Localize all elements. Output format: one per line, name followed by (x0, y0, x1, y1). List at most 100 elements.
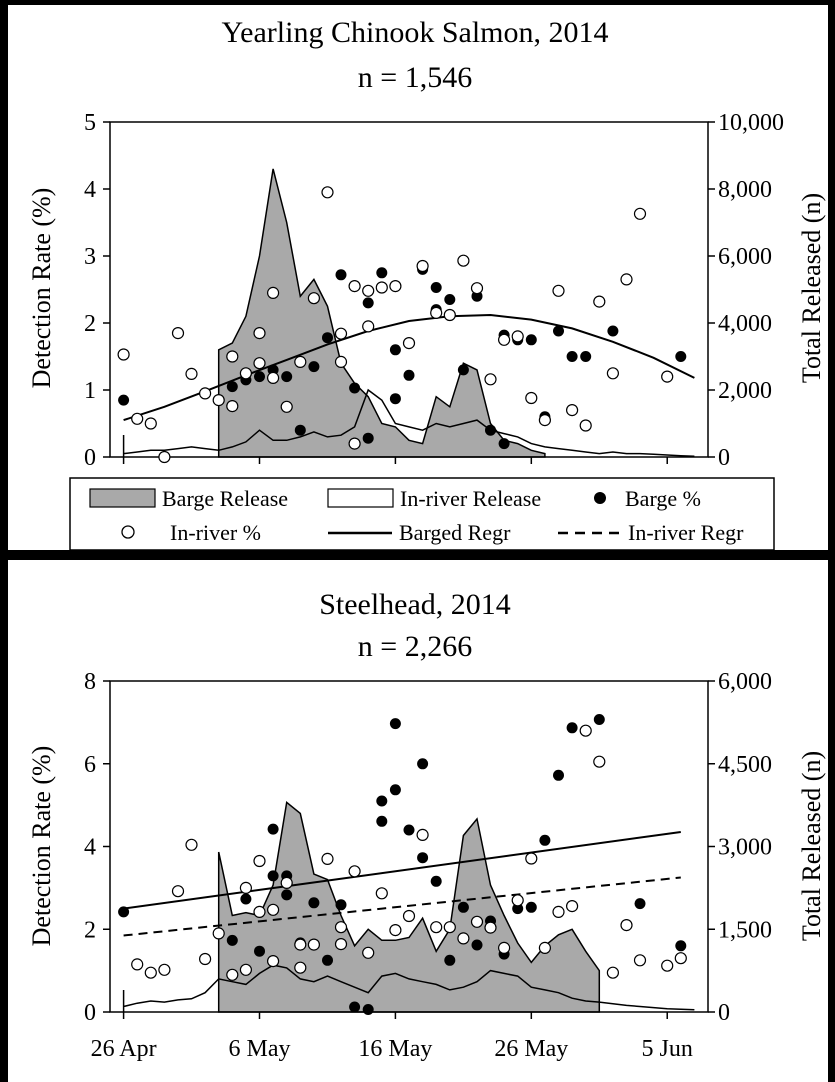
legend-label-inriver-pct: In-river % (170, 520, 261, 545)
point-in-river- (430, 921, 443, 934)
point-in-river- (511, 894, 524, 907)
point-in-river- (484, 921, 497, 934)
line-in-river-release (122, 388, 695, 458)
point-in-river- (267, 371, 280, 384)
point-in-river- (470, 282, 484, 295)
point-barge- (322, 332, 333, 344)
y2-tick-label: 6,000 (718, 244, 772, 270)
point-in-river- (144, 966, 157, 979)
point-barge- (471, 939, 483, 951)
point-barge- (457, 901, 469, 913)
point-in-river- (307, 292, 320, 305)
point-in-river- (226, 350, 239, 363)
point-in-river- (416, 828, 429, 842)
point-barge- (362, 297, 374, 309)
point-in-river- (131, 958, 144, 971)
point-barge- (308, 897, 320, 909)
point-in-river- (171, 327, 185, 340)
point-in-river- (633, 207, 647, 220)
point-in-river- (294, 355, 307, 368)
chart-chinook: Yearling Chinook Salmon, 2014 n = 1,546 … (27, 16, 826, 471)
y-tick-label: 5 (84, 110, 96, 136)
point-in-river- (389, 923, 402, 937)
point-in-river- (185, 838, 198, 851)
point-barge- (281, 889, 293, 901)
point-barge- (553, 325, 564, 337)
legend-swatch-inriver-release (327, 488, 394, 508)
point-barge- (294, 424, 306, 436)
y-tick-label: 4 (84, 835, 96, 861)
point-in-river- (267, 903, 280, 916)
point-in-river- (280, 400, 293, 413)
point-in-river- (253, 905, 266, 919)
point-barge- (566, 351, 578, 362)
point-in-river- (158, 450, 171, 464)
point-barge- (498, 438, 510, 450)
chart-subtitle: n = 2,266 (358, 630, 472, 663)
chart-title: Yearling Chinook Salmon, 2014 (222, 16, 609, 49)
point-in-river- (294, 938, 307, 951)
chart-steelhead: Steelhead, 2014 n = 2,266 Detection Rate… (27, 588, 826, 1062)
point-in-river- (171, 885, 185, 898)
point-in-river- (633, 954, 647, 967)
point-in-river- (620, 273, 633, 286)
point-in-river- (443, 308, 456, 322)
legend: Barge Release In-river Release Barge % I… (69, 477, 775, 551)
y2-tick-label: 8,000 (718, 177, 772, 203)
point-barge- (512, 903, 524, 915)
point-barge- (389, 784, 401, 796)
point-barge- (308, 361, 320, 373)
legend-label-barge-pct: Barge % (625, 486, 701, 511)
y2-tick-label: 4,000 (718, 311, 772, 337)
point-in-river- (117, 348, 130, 361)
point-in-river- (334, 921, 348, 934)
area-barge-release (217, 168, 546, 458)
point-in-river- (620, 918, 633, 932)
legend-label-barged-regr: Barged Regr (399, 520, 511, 545)
point-barge- (240, 893, 252, 905)
point-in-river- (565, 899, 579, 913)
y-tick-label: 2 (84, 311, 96, 337)
point-in-river- (212, 394, 225, 407)
point-in-river- (226, 968, 239, 981)
y2-axis-label: Total Released (n) (797, 751, 826, 941)
point-barge- (430, 875, 442, 887)
y-tick-label: 1 (84, 378, 96, 404)
point-in-river- (226, 400, 239, 413)
point-barge- (539, 834, 551, 846)
point-barge- (417, 852, 429, 864)
point-barge- (362, 1004, 374, 1015)
point-barge- (254, 945, 265, 957)
point-in-river- (267, 286, 280, 299)
point-barge- (362, 432, 374, 444)
point-barge- (267, 870, 279, 882)
y2-tick-label: 2,000 (718, 378, 772, 404)
y-tick-label: 6 (84, 752, 96, 778)
point-in-river- (457, 254, 470, 267)
point-barge- (376, 267, 388, 279)
point-in-river- (525, 391, 538, 405)
point-barge- (389, 393, 401, 405)
legend-label-barge-release: Barge Release (162, 486, 288, 511)
point-in-river- (307, 938, 320, 951)
point-barge- (267, 823, 279, 835)
point-barge- (417, 758, 429, 770)
point-in-river- (321, 852, 334, 866)
y2-tick-label: 3,000 (718, 835, 772, 861)
point-in-river- (294, 961, 307, 974)
point-in-river- (661, 370, 674, 383)
point-in-river- (185, 367, 198, 380)
point-barge- (335, 269, 347, 281)
point-in-river- (362, 284, 375, 297)
x-tick-label: 6 May (229, 1036, 291, 1062)
point-in-river- (674, 952, 687, 965)
y2-tick-label: 10,000 (718, 110, 784, 136)
plot-frame (109, 121, 709, 458)
point-in-river- (511, 330, 524, 343)
regression-in-river-regr (123, 876, 681, 937)
point-barge- (335, 899, 347, 911)
point-barge- (634, 898, 646, 910)
point-in-river- (253, 357, 266, 370)
point-barge- (403, 824, 415, 836)
